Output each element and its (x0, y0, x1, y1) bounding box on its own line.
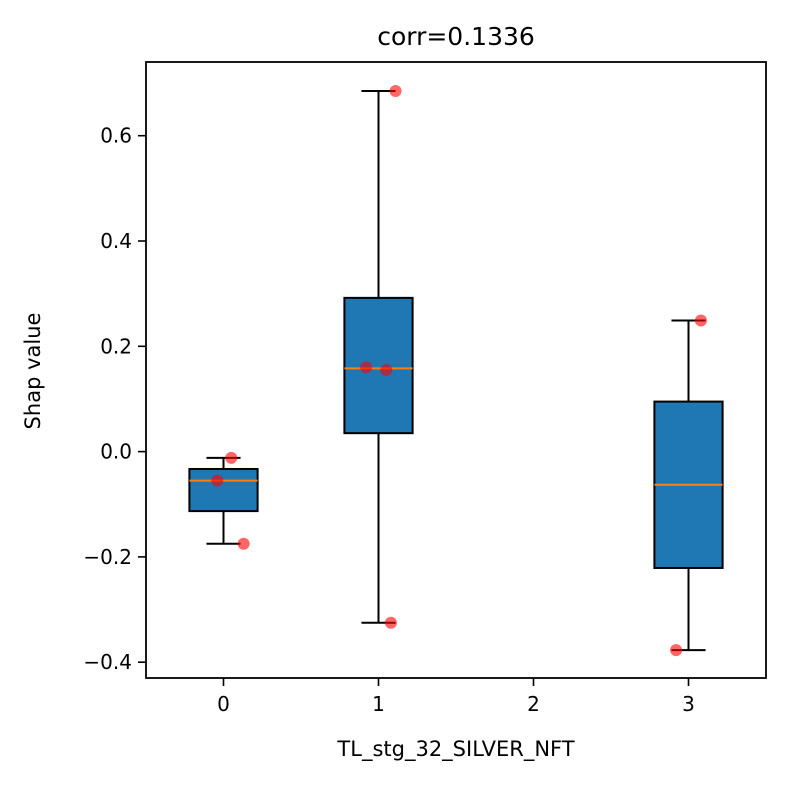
data-point-4 (360, 361, 373, 374)
plot-area: 0 1 2 3 −0.4 −0.2 0.0 0.2 0.4 0.6 (83, 61, 767, 716)
data-point-7 (694, 314, 707, 327)
y-tick-label-2: 0.0 (100, 440, 132, 464)
y-axis-label: Shap value (21, 313, 45, 430)
y-tick-label-5: 0.6 (100, 124, 132, 148)
data-point-2 (237, 537, 250, 550)
box-0 (188, 467, 259, 513)
data-point-0 (225, 451, 238, 464)
chart-title: corr=0.1336 (377, 22, 535, 51)
plot-frame (145, 61, 767, 679)
x-tick-label-0: 0 (217, 692, 230, 716)
x-tick-label-3: 3 (682, 692, 695, 716)
y-tick-label-4: 0.4 (100, 229, 132, 253)
data-point-3 (389, 84, 402, 97)
data-point-6 (384, 616, 397, 629)
y-tick-label-3: 0.2 (100, 334, 132, 358)
x-axis-label: TL_stg_32_SILVER_NFT (336, 737, 574, 762)
y-tick-label-1: −0.2 (83, 545, 132, 569)
x-tick-label-2: 2 (527, 692, 540, 716)
y-tick-label-0: −0.4 (83, 650, 132, 674)
data-point-1 (211, 474, 224, 487)
x-tick-label-1: 1 (372, 692, 385, 716)
box-1 (343, 296, 414, 435)
data-point-5 (380, 364, 393, 376)
data-point-8 (670, 644, 683, 657)
